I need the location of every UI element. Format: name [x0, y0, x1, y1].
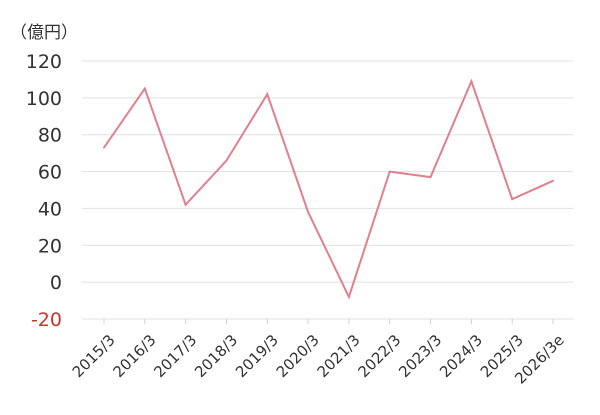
y-tick-label: 120: [26, 51, 62, 73]
series-line: [103, 78, 554, 300]
x-tick-label: 2017/3: [150, 331, 200, 381]
y-tick-label: 100: [26, 88, 62, 110]
x-tick-label: 2023/3: [395, 331, 445, 381]
y-tick-label: 20: [38, 235, 62, 257]
data-point: [429, 176, 432, 179]
y-axis-ticks: -20 0 20 40 60 80 100 120: [26, 51, 62, 331]
data-point: [266, 93, 269, 96]
data-point: [225, 159, 228, 162]
x-tick-label: 2020/3: [273, 331, 323, 381]
y-tick-label: 80: [38, 125, 62, 147]
x-tick-label: 2024/3: [436, 331, 486, 381]
grid-lines: [82, 60, 573, 320]
data-point: [103, 146, 105, 149]
data-point: [143, 87, 146, 90]
x-tick-label: 2015/3: [69, 331, 119, 381]
x-tick-label: 2019/3: [232, 331, 282, 381]
x-tick-label: 2016/3: [110, 331, 160, 381]
y-tick-label: -20: [31, 309, 62, 331]
data-point: [184, 203, 187, 206]
x-axis-ticks: 2015/32016/32017/32018/32019/32020/32021…: [69, 319, 568, 388]
series-layer: [103, 78, 554, 300]
data-point: [307, 211, 310, 214]
x-tick-label: 2022/3: [354, 331, 404, 381]
data-point: [511, 198, 514, 201]
y-tick-label: 0: [50, 272, 62, 294]
data-point: [552, 179, 554, 182]
data-point: [470, 80, 473, 83]
unit-label: （億円）: [10, 23, 78, 43]
x-tick-label: 2021/3: [314, 331, 364, 381]
data-point: [347, 295, 350, 298]
y-tick-label: 60: [38, 162, 62, 184]
data-point: [388, 170, 391, 173]
y-tick-label: 40: [38, 198, 62, 220]
x-tick-label: 2018/3: [191, 331, 241, 381]
